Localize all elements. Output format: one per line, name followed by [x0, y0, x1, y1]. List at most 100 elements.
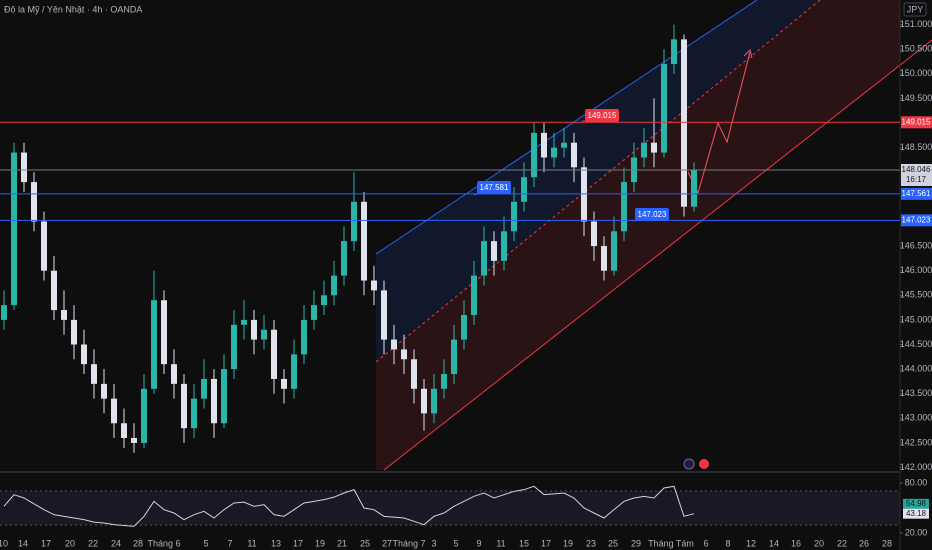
- candle-body: [171, 364, 177, 384]
- candle-body: [251, 319, 257, 340]
- candle-body: [681, 39, 687, 207]
- x-tick-label: Tháng 7: [392, 538, 425, 548]
- channel-lower-fill: [376, 0, 900, 470]
- callout-label: 147.023: [638, 210, 667, 219]
- y-tick-label: 143.500: [900, 388, 932, 398]
- candle-body: [21, 152, 27, 183]
- candle-body: [481, 241, 487, 276]
- x-tick-label: 15: [519, 538, 529, 548]
- candle-body: [521, 177, 527, 202]
- x-tick-label: 13: [271, 538, 281, 548]
- candle-body: [91, 364, 97, 384]
- price-tag-label: 147.023: [902, 215, 931, 224]
- value-tag-label: 43.18: [906, 509, 927, 518]
- currency: JPY: [907, 4, 924, 14]
- x-tick-label: 5: [453, 538, 458, 548]
- x-tick-label: 14: [18, 538, 28, 548]
- candle-body: [241, 319, 247, 325]
- y-tick-label: 149.500: [900, 93, 932, 103]
- y-tick-label: 146.500: [900, 240, 932, 250]
- candle-body: [121, 423, 127, 439]
- x-tick-label: 22: [88, 538, 98, 548]
- x-tick-label: 17: [293, 538, 303, 548]
- price-tag: [901, 163, 932, 186]
- y-tick-label: 145.000: [900, 314, 932, 324]
- y-tick-label: 151.000: [900, 19, 932, 29]
- candle-body: [341, 241, 347, 276]
- y-tick-label: 80.00: [905, 477, 928, 487]
- x-tick-label: 21: [337, 538, 347, 548]
- candle-body: [271, 329, 277, 379]
- candle-body: [71, 319, 77, 345]
- candle-body: [201, 378, 207, 399]
- candle-body: [31, 182, 37, 222]
- x-tick-label: 11: [247, 538, 256, 548]
- candle-body: [451, 339, 457, 375]
- x-tick-label: 10: [0, 538, 8, 548]
- y-tick-label: 145.500: [900, 290, 932, 300]
- x-tick-label: 9: [476, 538, 481, 548]
- candle-body: [311, 305, 317, 320]
- candle-body: [361, 201, 367, 281]
- candle-body: [141, 388, 147, 443]
- candle-body: [301, 319, 307, 355]
- callout-box: [477, 181, 511, 194]
- candle-body: [281, 378, 287, 389]
- x-tick-label: 12: [746, 538, 756, 548]
- candle-body: [231, 324, 237, 370]
- x-tick-label: 19: [563, 538, 573, 548]
- candle-body: [611, 231, 617, 271]
- x-tick-label: 19: [315, 538, 325, 548]
- x-tick-label: 25: [608, 538, 618, 548]
- x-tick-label: Tháng 6: [147, 538, 180, 548]
- x-tick-label: 23: [586, 538, 596, 548]
- candle-body: [621, 182, 627, 232]
- candle-body: [371, 280, 377, 291]
- callout-box: [635, 208, 669, 221]
- candle-body: [601, 246, 607, 271]
- y-tick-label: 142.500: [900, 437, 932, 447]
- candle-body: [211, 378, 217, 424]
- x-tick-label: 6: [703, 538, 708, 548]
- x-tick-label: 14: [769, 538, 779, 548]
- y-tick-label: 143.000: [900, 413, 932, 423]
- candle-body: [391, 339, 397, 350]
- x-tick-label: 24: [111, 538, 121, 548]
- candle-body: [421, 388, 427, 414]
- candle-body: [291, 354, 297, 389]
- candle-body: [221, 369, 227, 424]
- x-tick-label: 3: [431, 538, 436, 548]
- y-tick-label: 148.500: [900, 142, 932, 152]
- callout-label: 149.015: [588, 111, 617, 120]
- price-tag: [901, 187, 932, 200]
- y-tick-label: 142.000: [900, 462, 932, 472]
- x-tick-label: 11: [496, 538, 505, 548]
- candle-body: [581, 167, 587, 222]
- price-tag: [901, 214, 932, 227]
- x-tick-label: 25: [360, 538, 370, 548]
- candle-body: [51, 270, 57, 311]
- y-tick-label: 144.500: [900, 339, 932, 349]
- candle-body: [561, 142, 567, 148]
- candle-body: [651, 142, 657, 153]
- value-tag: [903, 508, 929, 519]
- candle-body: [151, 300, 157, 389]
- x-tick-label: 28: [133, 538, 143, 548]
- candle-body: [321, 295, 327, 306]
- event-icon[interactable]: [683, 458, 695, 470]
- rsi-band: [0, 491, 900, 525]
- candle-body: [501, 231, 507, 261]
- countdown: 16:17: [906, 175, 927, 184]
- candle-body: [81, 344, 87, 365]
- x-tick-label: 27: [382, 538, 392, 548]
- callout-label: 147.581: [480, 183, 509, 192]
- x-tick-label: Tháng Tám: [648, 538, 694, 548]
- candle-body: [551, 147, 557, 158]
- x-tick-label: 26: [859, 538, 869, 548]
- candle-body: [111, 398, 117, 424]
- event-icon[interactable]: [699, 459, 709, 469]
- candle-body: [61, 310, 67, 320]
- rsi-line: [3, 485, 695, 527]
- currency-box: [903, 2, 927, 17]
